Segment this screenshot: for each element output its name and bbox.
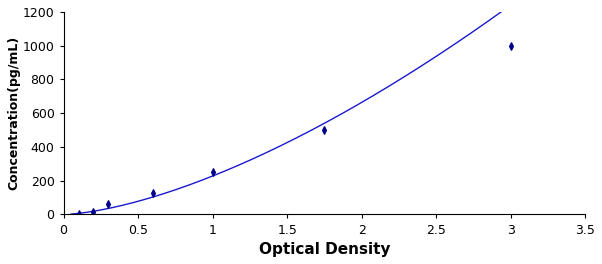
Y-axis label: Concentration(pg/mL): Concentration(pg/mL) [7,36,20,190]
X-axis label: Optical Density: Optical Density [259,242,390,257]
